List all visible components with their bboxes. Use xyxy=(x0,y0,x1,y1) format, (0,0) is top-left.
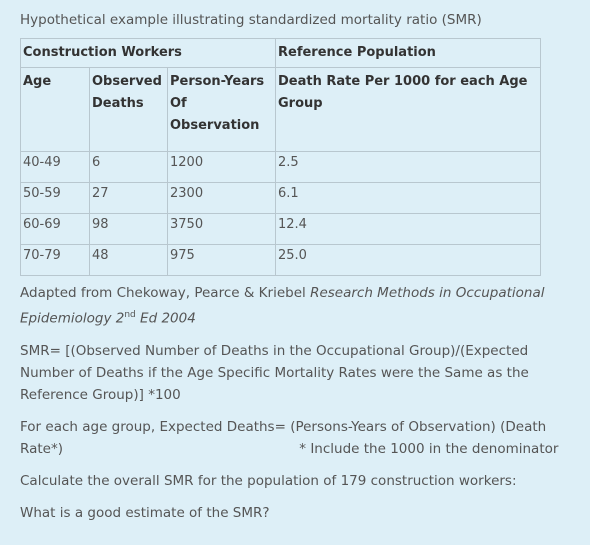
header: Death Rate Per 1000 for each Age Group xyxy=(275,67,541,152)
smr-table: Construction Workers Reference Populatio… xyxy=(20,38,541,276)
caption-italic: Research Methods in Occupational Epidemi… xyxy=(20,285,545,327)
paragraph: SMR= [(Observed Number of Deaths in the … xyxy=(20,342,529,403)
table-cell: 98 xyxy=(89,213,168,245)
caption-text: Adapted from Chekoway, Pearce & Kriebel xyxy=(20,285,311,301)
group-header-row: Construction Workers Reference Populatio… xyxy=(20,38,541,68)
note: * Include the 1000 in the denominator xyxy=(299,440,559,457)
paragraph-text: For each age group, Expected Deaths= (Pe… xyxy=(20,418,547,457)
table-body: 40-49 6 1200 2.5 50-59 27 2300 6.1 60-69 98 3750 12… xyxy=(20,151,541,276)
table-row: 60-69 98 3750 12.4 xyxy=(20,213,541,245)
header: Person-Years Of Observation xyxy=(167,67,276,152)
table-cell: 48 xyxy=(89,244,168,276)
table-row: 70-79 48 975 25.0 xyxy=(20,244,541,276)
table-row: 50-59 27 2300 6.1 xyxy=(20,182,541,214)
caption: Adapted from Chekoway, Pearce & Kriebel … xyxy=(20,282,570,330)
paragraph: Calculate the overall SMR for the popula… xyxy=(20,472,517,489)
table-cell: 975 xyxy=(167,244,276,276)
table-cell: 27 xyxy=(89,182,168,214)
title: Hypothetical example illustrating standa… xyxy=(20,12,482,28)
paragraph: What is a good estimate of the SMR? xyxy=(20,504,270,521)
table-cell: 2300 xyxy=(167,182,276,214)
group-header: Construction Workers xyxy=(20,38,276,68)
table-cell: 3750 xyxy=(167,213,276,245)
caption-italic: Ed 2004 xyxy=(135,310,196,327)
table-cell: 50-59 xyxy=(20,182,90,214)
header: Observed Deaths xyxy=(89,67,168,152)
table-cell: 6 xyxy=(89,151,168,183)
table-cell: 2.5 xyxy=(275,151,541,183)
table-cell: 40-49 xyxy=(20,151,90,183)
paragraph: For each age group, Expected Deaths= (Pe… xyxy=(20,416,570,460)
table-cell: 1200 xyxy=(167,151,276,183)
group-header: Reference Population xyxy=(275,38,541,68)
table-row: 40-49 6 1200 2.5 xyxy=(20,151,541,183)
table-cell: 25.0 xyxy=(275,244,541,276)
header-row: Age Observed Deaths Person-Years Of Obse… xyxy=(20,67,541,152)
table-cell: 70-79 xyxy=(20,244,90,276)
table-cell: 60-69 xyxy=(20,213,90,245)
header: Age xyxy=(20,67,90,152)
table-cell: 12.4 xyxy=(275,213,541,245)
caption-superscript: nd xyxy=(124,310,136,320)
table-cell: 6.1 xyxy=(275,182,541,214)
